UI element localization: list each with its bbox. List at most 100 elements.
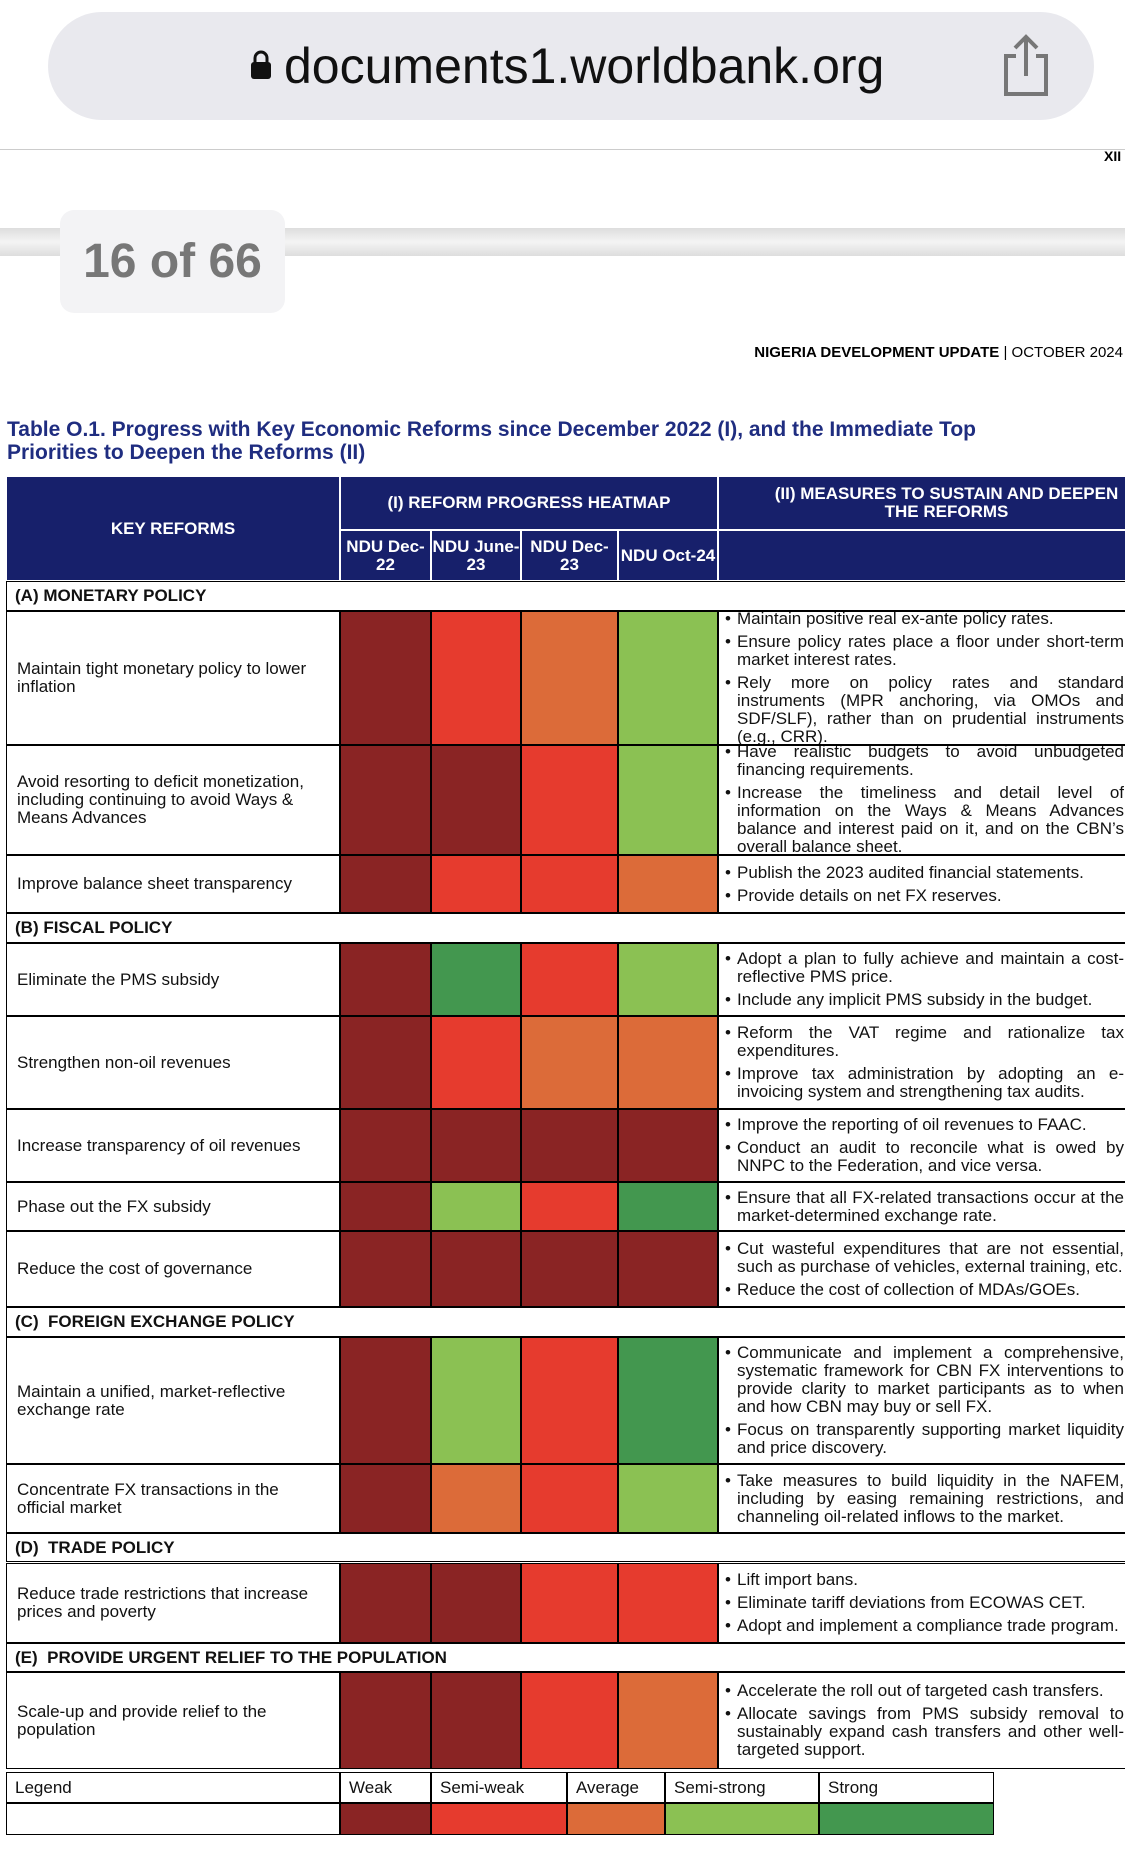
heat-cell	[521, 1464, 618, 1533]
reform: Improve balance sheet transparency	[6, 854, 340, 914]
heat-cell	[340, 1464, 431, 1533]
heat-cell	[431, 1231, 521, 1307]
legend-swatch	[340, 1803, 431, 1836]
measure: Rely more on policy rates and standard i…	[723, 673, 1124, 743]
url-bar[interactable]	[48, 12, 1094, 120]
measures: Maintain positive real ex-ante policy ra…	[718, 610, 1125, 745]
legend-swatch	[665, 1803, 819, 1836]
heat-cell	[431, 943, 521, 1017]
report-date: OCTOBER 2024	[1011, 344, 1123, 361]
measure: Include any implicit PMS subsidy in the …	[723, 991, 1124, 1010]
legend-label: Legend	[6, 1772, 340, 1804]
measure: Improve the reporting of oil revenues to…	[723, 1116, 1124, 1135]
reform: Maintain a unified, market-reflective ex…	[6, 1336, 340, 1465]
section-title: (A) MONETARY POLICY	[6, 581, 1125, 611]
measure: Focus on transparently supporting market…	[723, 1421, 1124, 1457]
measure: Cut wasteful expenditures that are not e…	[723, 1239, 1124, 1276]
heat-cell	[618, 1464, 718, 1533]
heat-cell	[618, 1182, 718, 1232]
measures: Accelerate the roll out of targeted cash…	[718, 1672, 1125, 1770]
measures: Reform the VAT regime and rationalize ta…	[718, 1016, 1125, 1110]
heat-cell	[340, 1562, 431, 1643]
heat-cell	[618, 1231, 718, 1307]
heat-cell	[521, 943, 618, 1017]
measure: Provide details on net FX reserves.	[723, 886, 1124, 905]
heat-cell	[340, 854, 431, 914]
table-title: Table O.1. Progress with Key Economic Re…	[7, 418, 977, 464]
measure: Allocate savings from PMS subsidy remova…	[723, 1705, 1124, 1759]
legend-swatch	[567, 1803, 665, 1836]
section-title: (E) PROVIDE URGENT RELIEF TO THE POPULAT…	[6, 1642, 1125, 1673]
reform: Avoid resorting to deficit monetization,…	[6, 744, 340, 855]
header-heatmap: (I) REFORM PROGRESS HEATMAP	[340, 476, 718, 530]
heat-cell	[521, 854, 618, 914]
legend-swatch	[431, 1803, 567, 1836]
measures: Take measures to build liquidity in the …	[718, 1464, 1125, 1533]
measure: Ensure that all FX-related transactions …	[723, 1188, 1124, 1225]
page-indicator: 16 of 66	[60, 210, 285, 313]
measure: Take measures to build liquidity in the …	[723, 1471, 1124, 1526]
reform: Eliminate the PMS subsidy	[6, 943, 340, 1017]
heat-cell	[431, 1182, 521, 1232]
measures: Cut wasteful expenditures that are not e…	[718, 1231, 1125, 1307]
heat-cell	[521, 744, 618, 855]
heat-cell	[521, 1182, 618, 1232]
measures: Communicate and implement a comprehensiv…	[718, 1336, 1125, 1465]
heat-cell	[431, 1562, 521, 1643]
heat-cell	[618, 854, 718, 914]
heat-cell	[618, 610, 718, 745]
section-title: (D) TRADE POLICY	[6, 1532, 1125, 1563]
reform: Strengthen non-oil revenues	[6, 1016, 340, 1110]
heat-cell	[521, 1016, 618, 1110]
heat-cell	[340, 1182, 431, 1232]
heat-cell	[431, 610, 521, 745]
heat-cell	[431, 1336, 521, 1465]
measure: Reduce the cost of collection of MDAs/GO…	[723, 1280, 1124, 1299]
legend-name: Strong	[819, 1772, 994, 1804]
section-title: (B) FISCAL POLICY	[6, 913, 1125, 944]
heat-cell	[431, 744, 521, 855]
measure: Publish the 2023 audited financial state…	[723, 863, 1124, 882]
heat-cell	[340, 1672, 431, 1770]
header-period: NDU Dec-22	[340, 530, 431, 581]
heat-cell	[340, 1109, 431, 1183]
measures: Ensure that all FX-related transactions …	[718, 1182, 1125, 1232]
section-title: (C) FOREIGN EXCHANGE POLICY	[6, 1306, 1125, 1337]
measures: Publish the 2023 audited financial state…	[718, 854, 1125, 914]
header-period: NDU Oct-24	[618, 530, 718, 581]
heat-cell	[618, 1109, 718, 1183]
legend-name: Semi-weak	[431, 1772, 567, 1804]
heat-cell	[618, 1336, 718, 1465]
heat-cell	[521, 1672, 618, 1770]
header-blank	[718, 530, 1125, 581]
legend-swatch	[819, 1803, 994, 1836]
reform: Concentrate FX transactions in the offic…	[6, 1464, 340, 1533]
legend-name: Average	[567, 1772, 665, 1804]
heat-cell	[340, 744, 431, 855]
heat-cell	[521, 1231, 618, 1307]
measures: Adopt a plan to fully achieve and mainta…	[718, 943, 1125, 1017]
measure: Accelerate the roll out of targeted cash…	[723, 1682, 1124, 1701]
reform: Reduce trade restrictions that increase …	[6, 1562, 340, 1643]
measure: Communicate and implement a comprehensiv…	[723, 1344, 1124, 1416]
heat-cell	[431, 1672, 521, 1770]
heat-cell	[340, 943, 431, 1017]
separator: |	[1003, 344, 1008, 361]
reform: Maintain tight monetary policy to lower …	[6, 610, 340, 745]
legend-name: Weak	[340, 1772, 431, 1804]
measure: Reform the VAT regime and rationalize ta…	[723, 1024, 1124, 1060]
heat-cell	[618, 1562, 718, 1643]
heat-cell	[340, 1336, 431, 1465]
measure: Have realistic budgets to avoid unbudget…	[723, 746, 1124, 780]
share-icon[interactable]	[998, 34, 1054, 98]
measure: Eliminate tariff deviations from ECOWAS …	[723, 1593, 1124, 1612]
measure: Increase the timeliness and detail level…	[723, 784, 1124, 854]
heat-cell	[618, 744, 718, 855]
measures: Improve the reporting of oil revenues to…	[718, 1109, 1125, 1183]
heat-cell	[431, 1464, 521, 1533]
measure: Ensure policy rates place a floor under …	[723, 632, 1124, 669]
heat-cell	[618, 943, 718, 1017]
